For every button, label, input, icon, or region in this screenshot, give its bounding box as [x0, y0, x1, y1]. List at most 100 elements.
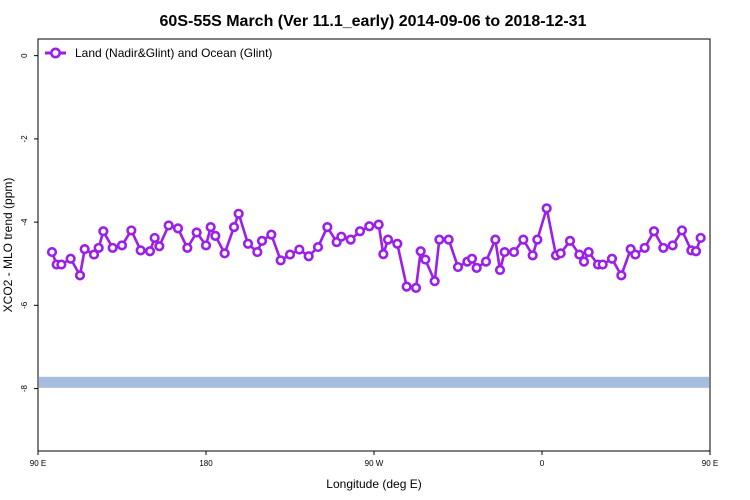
band — [39, 376, 709, 388]
data-point — [415, 246, 426, 257]
data-point — [555, 248, 566, 259]
data-point — [284, 249, 296, 260]
data-point — [429, 276, 440, 287]
data-point — [452, 261, 464, 273]
x-axis-ticks: 90 E 180 90 W 0 90 E — [30, 451, 718, 468]
data-point — [191, 227, 202, 238]
band-layer — [39, 376, 709, 388]
x-tick-label: 90 W — [365, 459, 384, 468]
data-point — [303, 251, 314, 262]
data-point — [200, 240, 212, 251]
data-point — [578, 256, 590, 267]
x-axis-label: Longitude (deg E) — [326, 477, 421, 491]
x-tick-label: 90 E — [30, 459, 46, 468]
data-point — [364, 221, 375, 232]
data-point — [135, 245, 146, 256]
data-point — [88, 249, 100, 260]
data-point — [690, 246, 702, 257]
data-point — [443, 234, 454, 245]
data-point — [154, 241, 165, 252]
data-point — [658, 242, 669, 254]
data-point — [518, 234, 529, 245]
data-point — [564, 235, 576, 246]
data-point — [490, 234, 501, 245]
data-point — [616, 270, 627, 281]
data-point — [606, 253, 618, 264]
data-point — [676, 225, 688, 236]
data-point — [205, 222, 216, 233]
data-point — [434, 234, 445, 245]
x-tick-label: 0 — [540, 459, 545, 468]
data-point — [480, 256, 492, 267]
data-point — [79, 244, 90, 255]
data-point — [373, 219, 384, 230]
data-point — [648, 226, 660, 237]
data-point — [74, 270, 86, 281]
x-tick-label: 180 — [199, 459, 213, 468]
data-point — [583, 246, 594, 258]
data-point — [163, 220, 174, 231]
y-tick-label: 0 — [20, 53, 29, 58]
data-point — [541, 203, 552, 214]
data-point — [242, 238, 254, 249]
y-tick-label: -2 — [20, 135, 29, 143]
legend: Land (Nadir&Glint) and Ocean (Glint) — [45, 46, 272, 60]
y-tick-label: -6 — [20, 301, 29, 309]
y-axis-ticks: 0 -2 -4 -6 -8 — [20, 53, 38, 392]
data-point — [345, 234, 356, 245]
y-axis-label: XCO2 - MLO trend (ppm) — [1, 178, 15, 313]
data-point — [312, 241, 324, 253]
data-point — [378, 249, 389, 260]
data-point — [219, 248, 230, 259]
data-point — [149, 232, 160, 244]
data-point — [695, 232, 706, 244]
data-point — [494, 264, 506, 276]
data-point — [508, 246, 520, 258]
data-point — [46, 246, 58, 258]
data-point — [499, 246, 510, 258]
data-point — [392, 238, 403, 249]
data-point — [527, 250, 538, 261]
data-point — [210, 230, 221, 241]
data-point — [126, 225, 137, 236]
data-point — [401, 281, 412, 292]
data-point — [382, 234, 394, 245]
data-point — [574, 249, 585, 260]
data-point — [471, 262, 482, 273]
data-point — [107, 242, 118, 254]
data-point — [420, 254, 431, 265]
data-point — [65, 253, 76, 264]
data-point — [266, 229, 277, 240]
legend-marker — [49, 47, 61, 59]
data-point — [322, 222, 333, 233]
data-point — [233, 208, 244, 219]
data-point — [532, 234, 543, 245]
data-point — [275, 255, 286, 266]
data-point — [252, 246, 263, 258]
data-point — [466, 253, 478, 264]
data-point — [294, 244, 305, 255]
series-layer — [46, 203, 706, 293]
x-tick-label: 90 E — [702, 459, 718, 468]
data-point — [98, 226, 109, 237]
data-point — [116, 240, 128, 251]
data-point — [256, 235, 268, 246]
data-point — [144, 246, 156, 257]
data-point — [56, 259, 67, 270]
legend-label: Land (Nadir&Glint) and Ocean (Glint) — [75, 46, 272, 60]
data-point — [597, 259, 608, 270]
data-point — [410, 282, 422, 293]
y-tick-label: -4 — [20, 218, 29, 226]
data-point — [172, 223, 184, 234]
data-point — [93, 242, 104, 254]
chart-title: 60S-55S March (Ver 11.1_early) 2014-09-0… — [160, 13, 587, 30]
data-point — [354, 226, 366, 237]
data-point — [228, 222, 240, 233]
data-point — [639, 242, 650, 254]
y-tick-label: -8 — [20, 384, 29, 392]
data-point — [336, 231, 347, 242]
data-point — [182, 242, 193, 254]
data-point — [667, 240, 678, 251]
data-point — [630, 249, 641, 260]
